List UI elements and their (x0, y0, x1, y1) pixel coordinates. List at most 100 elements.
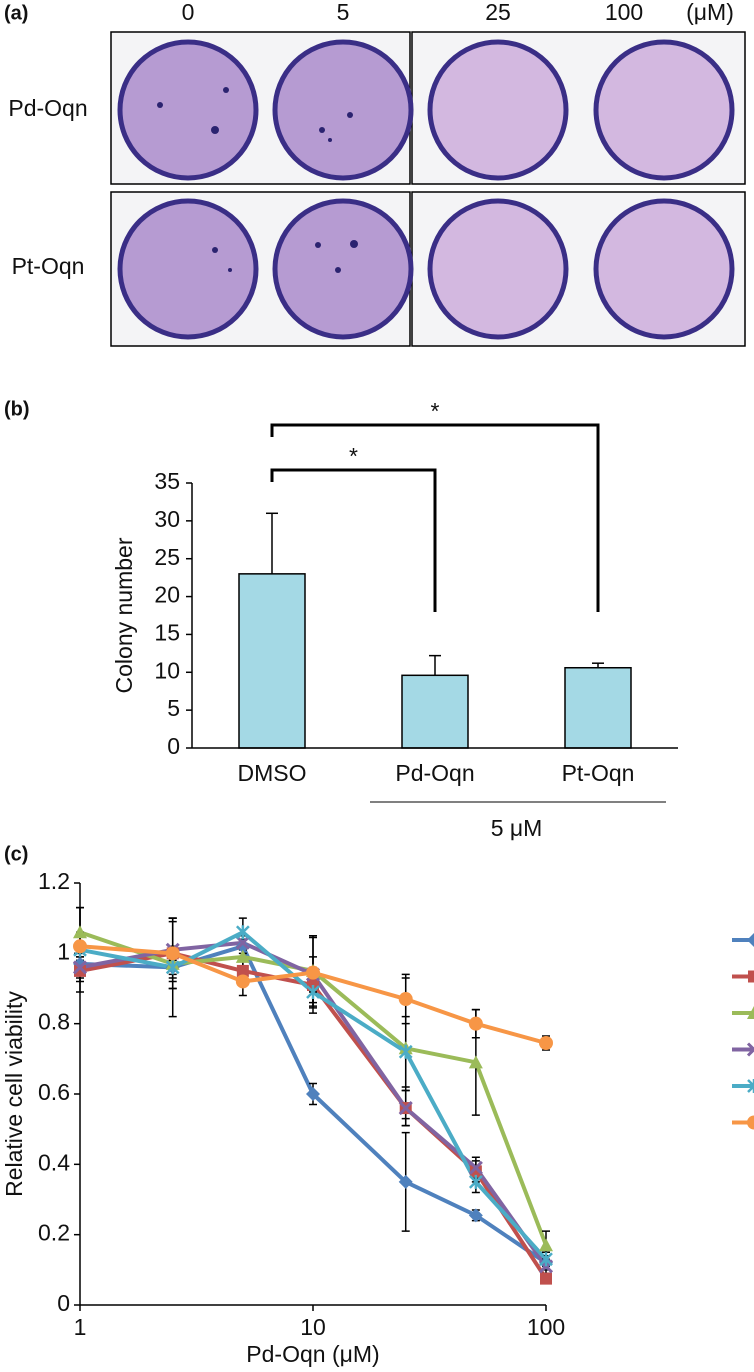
marker (747, 1079, 754, 1093)
x-tick-label: Pd-Oqn (395, 760, 474, 786)
marker (306, 985, 320, 1000)
row-label: Pd-Oqn (8, 95, 87, 121)
significance-label: * (349, 443, 358, 469)
column-label: 25 (485, 0, 511, 25)
marker (165, 946, 180, 961)
x-tick-label: DMSO (238, 760, 307, 786)
well (593, 198, 735, 340)
column-label: 100 (605, 0, 643, 25)
x-tick-label: 1 (74, 1314, 87, 1340)
colony (350, 240, 358, 248)
y-tick-label: 25 (154, 544, 180, 570)
bar (564, 666, 632, 749)
marker (73, 939, 87, 954)
y-tick-label: 30 (154, 506, 180, 532)
marker (398, 992, 413, 1007)
y-axis-title: Colony number (111, 537, 137, 693)
y-tick-label: 0.6 (38, 1079, 70, 1105)
marker (74, 964, 86, 977)
x-axis-title: Pd-Oqn (μM) (246, 1341, 379, 1367)
well (272, 39, 414, 181)
marker (747, 1115, 754, 1130)
marker (398, 1101, 413, 1116)
marker (539, 1252, 553, 1267)
marker (235, 949, 250, 963)
marker (73, 925, 87, 939)
marker (468, 1055, 483, 1069)
x-tick-label: Pt-Oqn (562, 760, 635, 786)
y-tick-label: 0.8 (38, 1009, 70, 1035)
marker (306, 1087, 320, 1101)
panel-label: (c) (4, 843, 28, 865)
marker (165, 960, 180, 975)
significance-bracket (270, 423, 600, 612)
marker (540, 1272, 552, 1285)
marker (235, 974, 250, 989)
marker (235, 925, 250, 940)
colony (223, 87, 229, 93)
y-tick-label: 0.4 (38, 1149, 70, 1175)
marker (747, 933, 754, 947)
marker (235, 939, 250, 954)
colony (315, 242, 321, 248)
x-tick-label: 100 (527, 1314, 565, 1340)
column-label: 5 (337, 0, 350, 25)
marker (746, 1042, 754, 1057)
marker (468, 1016, 483, 1031)
photo-panel: (a) 0 5 25 100 (μM) Pd-Oqn Pt-Oqn (4, 0, 746, 347)
panel-label: (b) (4, 398, 30, 420)
y-tick-label: 1.2 (38, 868, 70, 894)
colony (328, 138, 332, 142)
y-tick-label: 5 (167, 695, 180, 721)
colony (347, 112, 353, 118)
significance-bracket (270, 468, 437, 612)
column-label: 0 (182, 0, 195, 25)
y-axis-title: Relative cell viability (1, 991, 27, 1197)
y-tick-label: 20 (154, 582, 180, 608)
unit-label: (μM) (686, 0, 734, 25)
bar (238, 573, 306, 749)
significance-label: * (431, 398, 440, 424)
marker (468, 1160, 483, 1175)
well (117, 198, 259, 340)
well (117, 39, 259, 181)
bar (401, 674, 469, 749)
wells (117, 39, 735, 340)
colony (212, 247, 218, 253)
panel-label: (a) (4, 2, 28, 24)
colony (335, 267, 341, 273)
colonies (157, 87, 358, 273)
marker (539, 1238, 553, 1252)
well (427, 39, 569, 181)
y-tick-label: 1 (57, 938, 70, 964)
x-tick-label: 10 (300, 1314, 326, 1340)
marker (72, 960, 88, 975)
group-label: 5 μM (491, 815, 543, 841)
y-tick-label: 0.2 (38, 1220, 70, 1246)
colony (319, 127, 325, 133)
marker (747, 1006, 754, 1019)
marker (748, 970, 754, 983)
colony (157, 102, 163, 108)
marker (236, 964, 249, 977)
y-tick-label: 0 (57, 1290, 70, 1316)
marker (539, 1036, 553, 1051)
y-tick-label: 10 (154, 657, 180, 683)
marker (469, 1165, 482, 1178)
well (427, 198, 569, 340)
well (593, 39, 735, 181)
y-tick-label: 15 (154, 620, 180, 646)
marker (235, 935, 250, 950)
well (272, 198, 414, 340)
row-label: Pt-Oqn (12, 253, 85, 279)
marker (398, 1044, 413, 1059)
y-tick-label: 0 (167, 733, 180, 759)
marker (306, 965, 320, 980)
marker (468, 1208, 483, 1223)
marker (398, 1174, 413, 1189)
colony (211, 126, 219, 134)
y-tick-label: 35 (154, 468, 180, 494)
colony (228, 268, 232, 272)
